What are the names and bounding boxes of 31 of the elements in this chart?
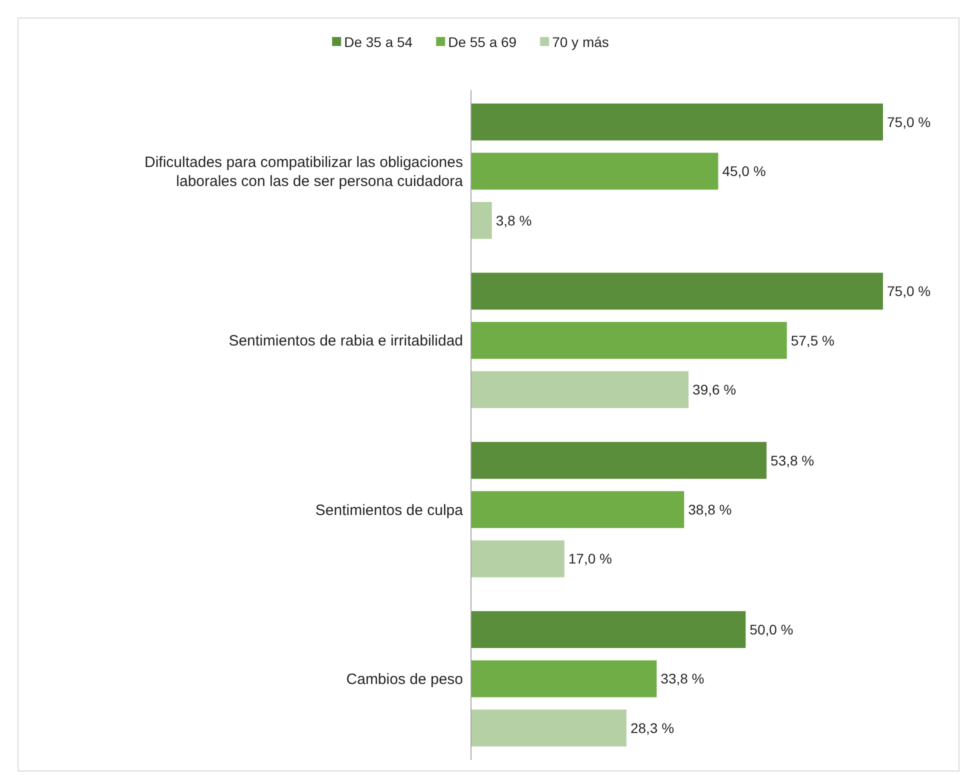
bar	[471, 611, 746, 648]
y-tick-label: Cambios de peso	[346, 671, 463, 688]
y-tick-label: Dificultades para compatibilizar las obligaciones laborales con las de ser persona cuidadora	[144, 154, 464, 190]
legend-label: 70 y más	[552, 34, 609, 50]
data-label: 39,6 %	[692, 382, 736, 398]
bar	[471, 371, 689, 408]
data-label: 45,0 %	[722, 163, 766, 180]
data-label: 17,0 %	[568, 550, 612, 567]
bar	[471, 272, 883, 310]
bar	[471, 660, 657, 698]
data-label: 3,8 %	[496, 212, 532, 228]
bar	[471, 104, 883, 140]
legend-label: De 35 a 54	[344, 34, 413, 50]
bar	[471, 491, 684, 528]
legend-label: De 55 a 69	[448, 34, 517, 50]
bar	[471, 202, 492, 239]
data-label: 28,3 %	[630, 720, 674, 736]
y-tick-label: Sentimientos de rabia e irritabilidad	[228, 332, 463, 350]
bar	[471, 710, 626, 746]
data-label: 33,8 %	[660, 670, 704, 687]
bar	[471, 540, 564, 578]
data-label: 75,0 %	[887, 283, 931, 300]
bar	[471, 152, 718, 190]
bar	[471, 322, 787, 359]
data-label: 57,5 %	[790, 332, 834, 348]
data-label: 38,8 %	[688, 501, 732, 518]
data-label: 50,0 %	[750, 621, 794, 638]
y-tick-label: Sentimientos de culpa	[315, 502, 464, 519]
bar	[471, 442, 767, 479]
data-label: 75,0 %	[887, 114, 931, 130]
data-label: 53,8 %	[770, 452, 814, 468]
